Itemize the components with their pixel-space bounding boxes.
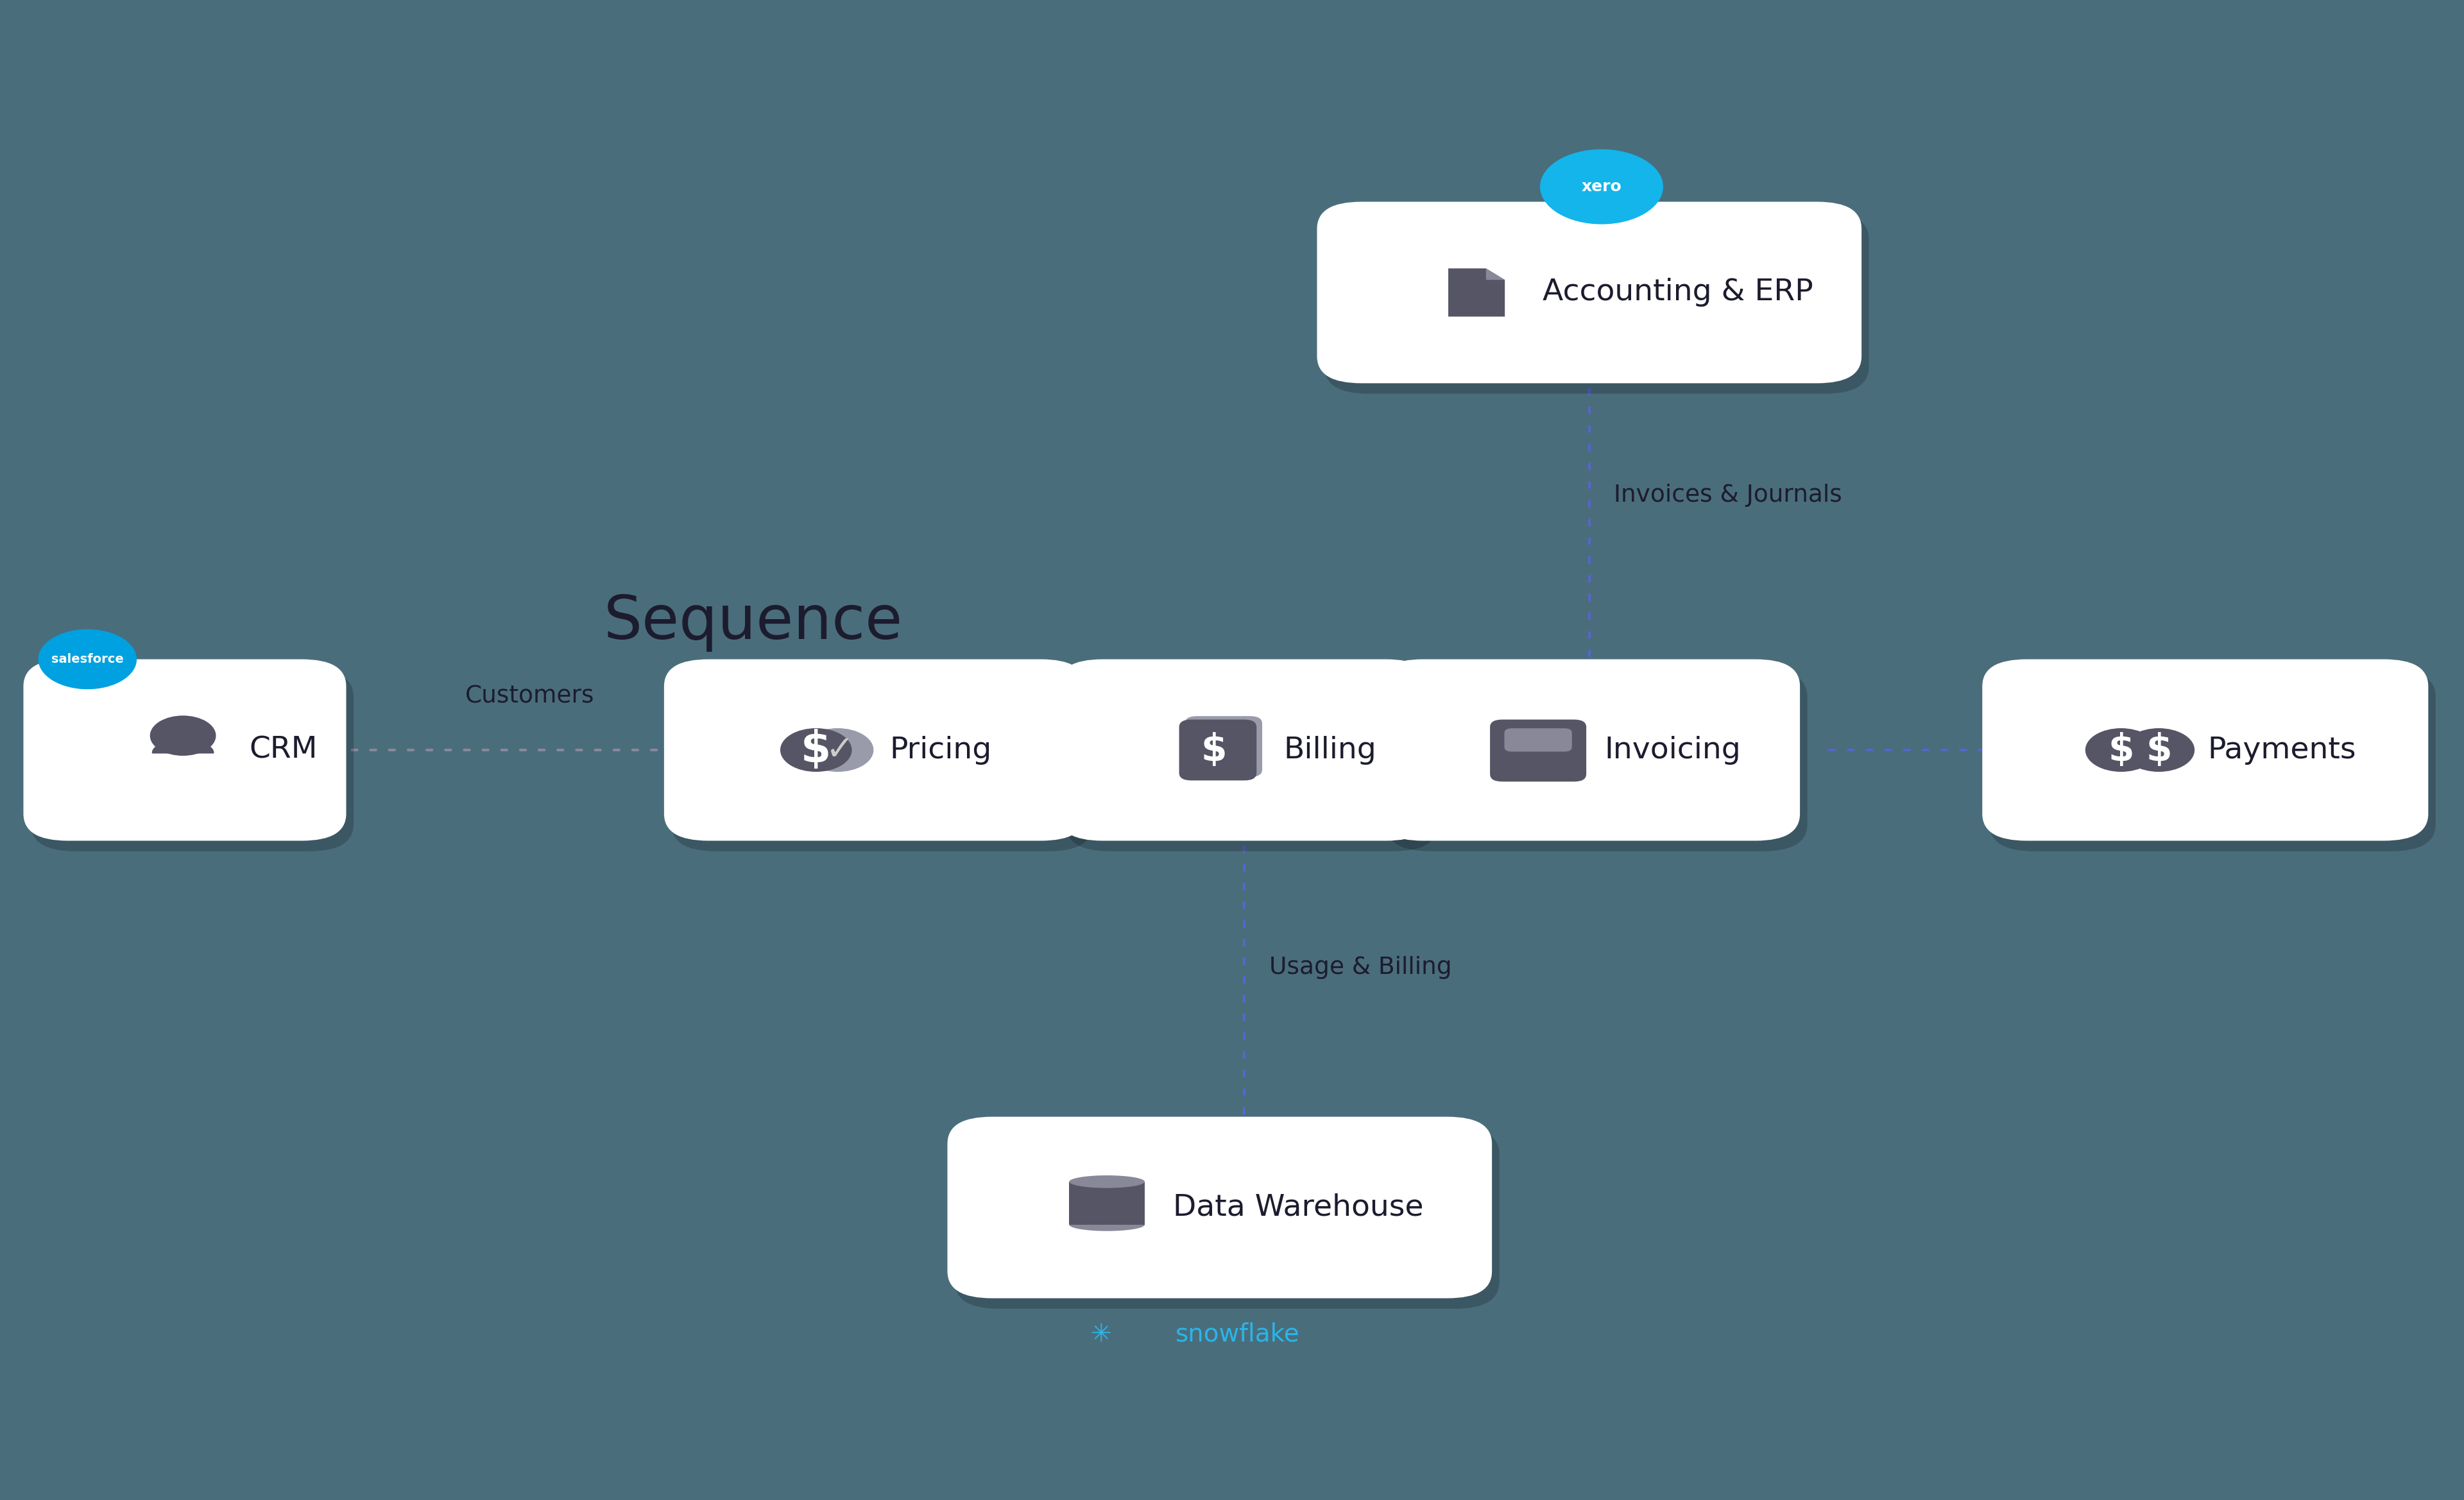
Bar bbox=[1069, 1182, 1146, 1196]
Text: $: $ bbox=[2109, 732, 2134, 768]
Bar bbox=[1069, 1210, 1146, 1224]
Text: $: $ bbox=[801, 729, 830, 771]
FancyBboxPatch shape bbox=[22, 660, 345, 840]
FancyBboxPatch shape bbox=[1491, 720, 1587, 782]
Text: Data Warehouse: Data Warehouse bbox=[1173, 1192, 1424, 1222]
Ellipse shape bbox=[1069, 1205, 1146, 1217]
Text: $: $ bbox=[1200, 732, 1227, 768]
Text: Accounting & ERP: Accounting & ERP bbox=[1542, 278, 1814, 308]
FancyBboxPatch shape bbox=[1981, 660, 2430, 840]
FancyBboxPatch shape bbox=[1180, 720, 1257, 780]
Text: snowflake: snowflake bbox=[1175, 1322, 1299, 1347]
Text: xero: xero bbox=[1582, 178, 1621, 195]
FancyBboxPatch shape bbox=[946, 1116, 1491, 1298]
Text: Payments: Payments bbox=[2208, 735, 2356, 765]
Ellipse shape bbox=[1069, 1190, 1146, 1203]
Text: $: $ bbox=[2146, 732, 2171, 768]
Text: Usage & Billing: Usage & Billing bbox=[1269, 956, 1451, 980]
FancyBboxPatch shape bbox=[1316, 201, 1863, 383]
Ellipse shape bbox=[1540, 150, 1663, 224]
Text: ✳: ✳ bbox=[1092, 1322, 1111, 1347]
Ellipse shape bbox=[1069, 1218, 1146, 1232]
Ellipse shape bbox=[781, 728, 853, 773]
Ellipse shape bbox=[1069, 1176, 1146, 1188]
Text: ✓: ✓ bbox=[825, 734, 855, 767]
FancyBboxPatch shape bbox=[670, 669, 1094, 852]
Text: Sequence: Sequence bbox=[604, 592, 902, 652]
FancyBboxPatch shape bbox=[1991, 669, 2434, 852]
FancyBboxPatch shape bbox=[663, 660, 1084, 840]
Text: Invoicing: Invoicing bbox=[1604, 735, 1740, 765]
Ellipse shape bbox=[37, 630, 138, 690]
Text: Billing: Billing bbox=[1284, 735, 1377, 765]
Polygon shape bbox=[1486, 268, 1506, 280]
FancyBboxPatch shape bbox=[1380, 660, 1799, 840]
Polygon shape bbox=[1449, 268, 1506, 316]
FancyBboxPatch shape bbox=[1326, 213, 1868, 393]
FancyBboxPatch shape bbox=[954, 1128, 1498, 1308]
FancyBboxPatch shape bbox=[1506, 729, 1572, 752]
Ellipse shape bbox=[150, 716, 217, 756]
Text: Customers: Customers bbox=[466, 686, 594, 708]
FancyBboxPatch shape bbox=[30, 669, 355, 852]
FancyBboxPatch shape bbox=[1385, 669, 1809, 852]
FancyBboxPatch shape bbox=[1060, 660, 1429, 840]
Text: Pricing: Pricing bbox=[890, 735, 991, 765]
Ellipse shape bbox=[2085, 728, 2156, 773]
Ellipse shape bbox=[2124, 728, 2195, 773]
Polygon shape bbox=[153, 740, 214, 753]
Text: CRM: CRM bbox=[249, 735, 318, 765]
Ellipse shape bbox=[801, 728, 875, 773]
Text: salesforce: salesforce bbox=[52, 652, 123, 666]
FancyBboxPatch shape bbox=[1185, 716, 1262, 777]
FancyBboxPatch shape bbox=[1064, 669, 1437, 852]
Text: Invoices & Journals: Invoices & Journals bbox=[1614, 483, 1843, 507]
Bar bbox=[1069, 1196, 1146, 1211]
